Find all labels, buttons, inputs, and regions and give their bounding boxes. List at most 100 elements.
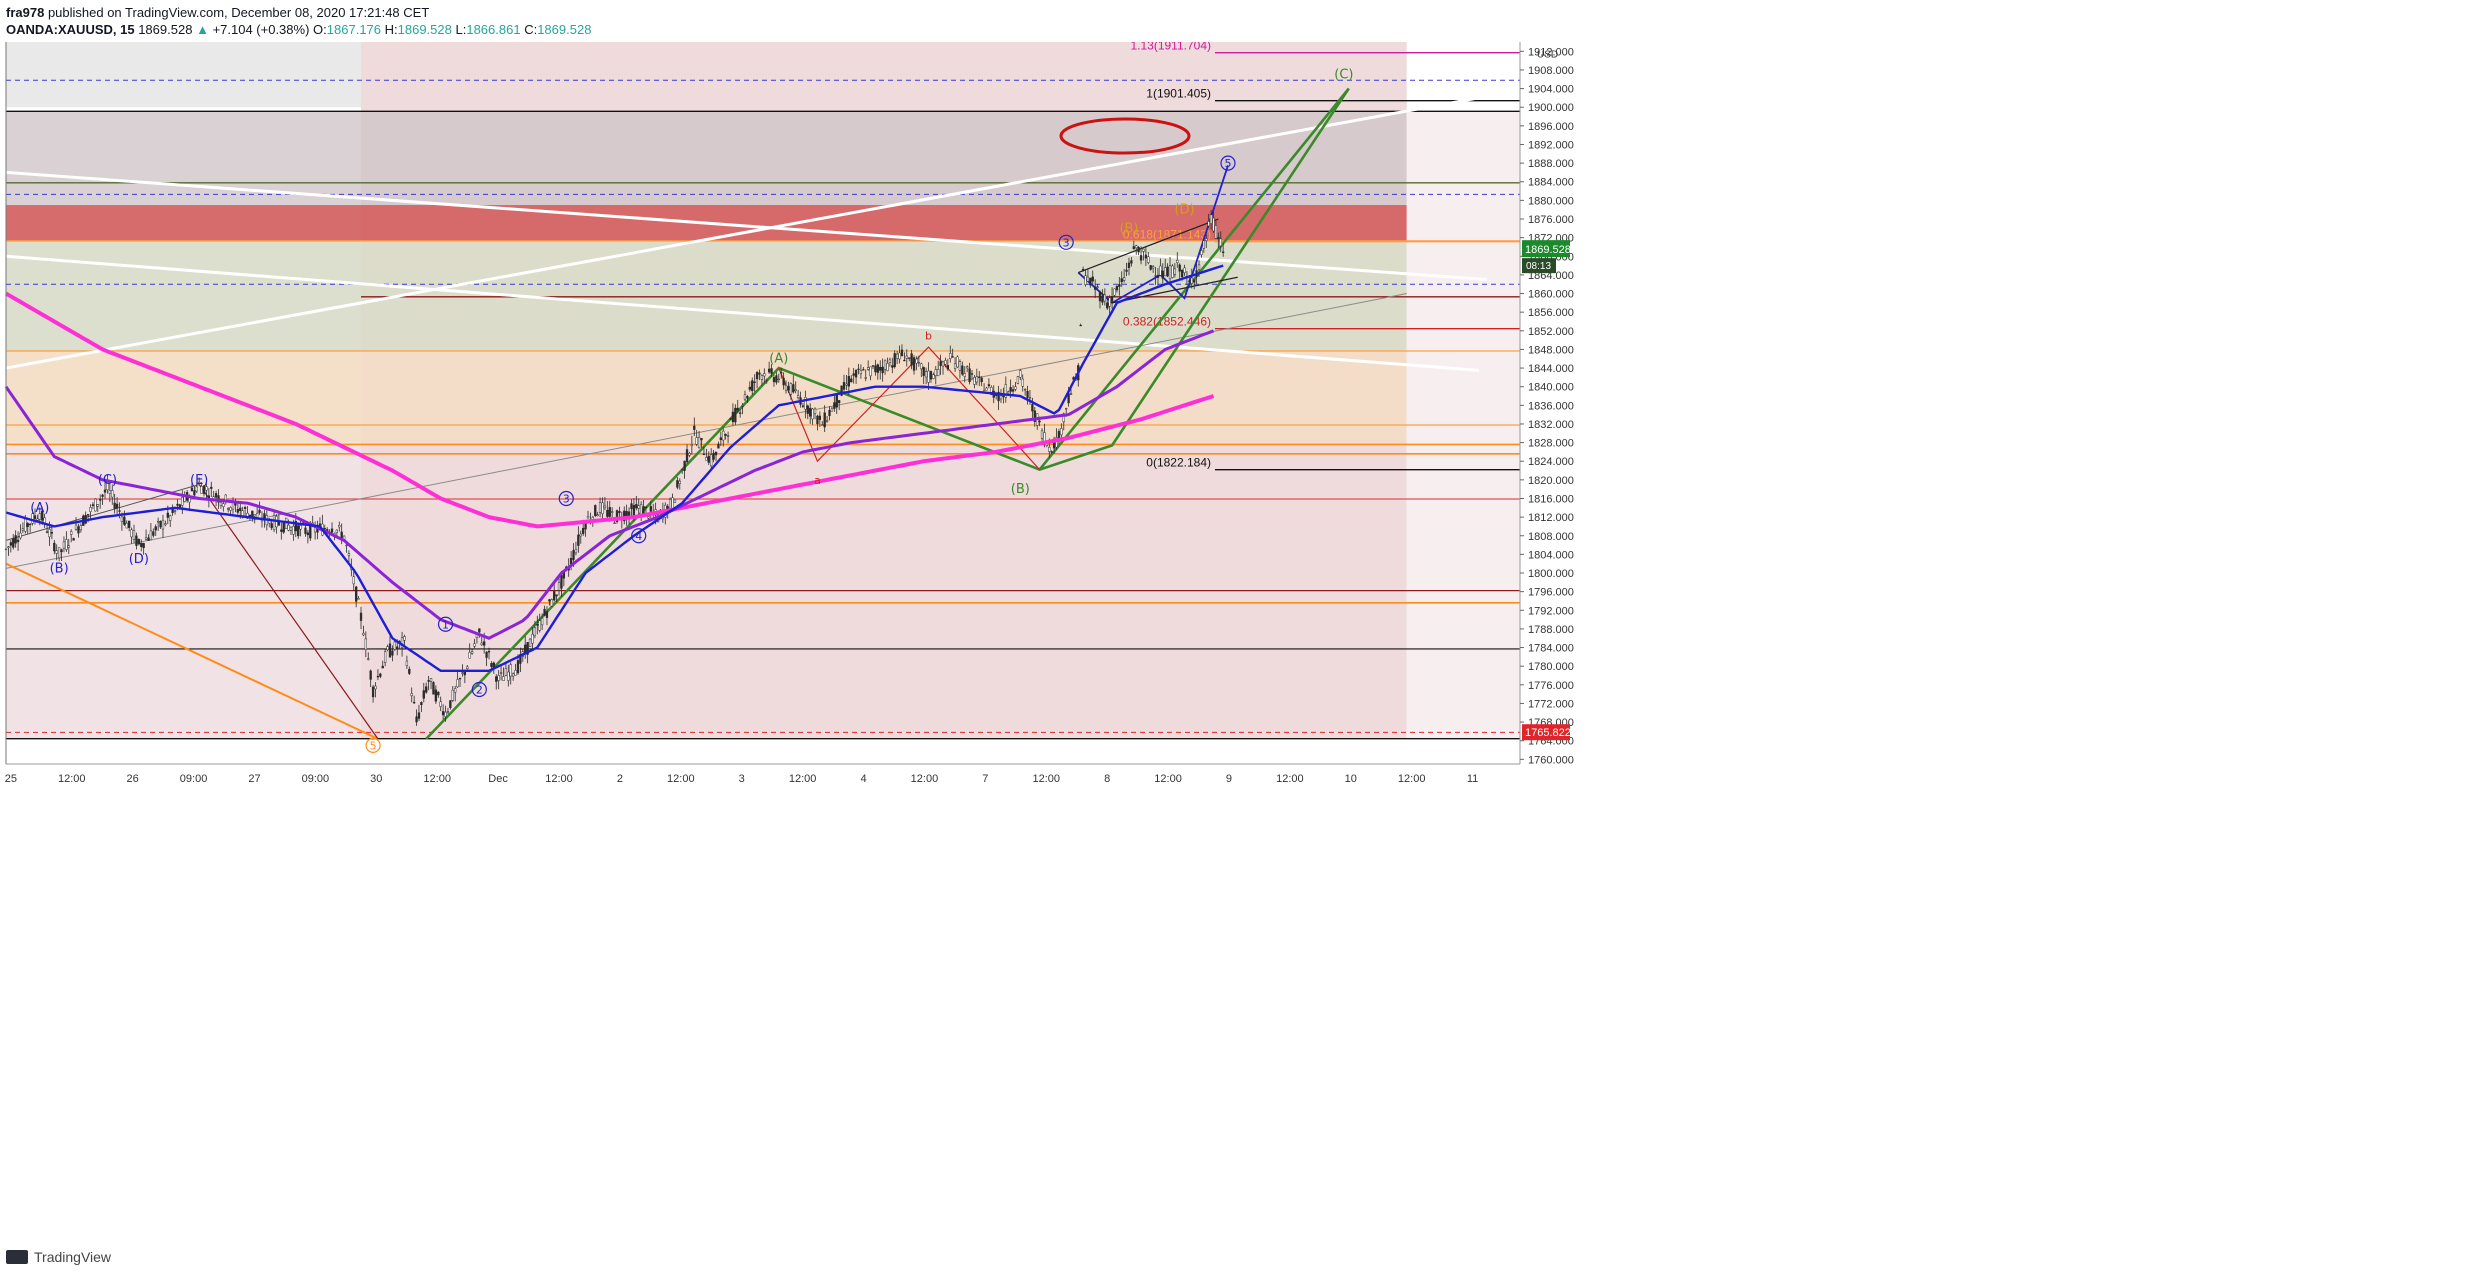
candle-body <box>910 353 913 366</box>
y-tick-label: 1892.000 <box>1528 139 1574 151</box>
candle-body <box>258 509 261 513</box>
candle-body <box>741 405 744 407</box>
candle-body <box>526 642 529 655</box>
candle-body <box>531 633 534 644</box>
candle-body <box>1135 245 1138 249</box>
candle-body <box>335 529 339 533</box>
price-chart[interactable]: 100.00%(1899.120)88.60%(1883.766)78.60%(… <box>0 42 2468 1242</box>
candle-body <box>1122 277 1126 281</box>
candle-body <box>492 662 495 668</box>
candle-body <box>789 383 793 395</box>
candle-body <box>1180 269 1184 277</box>
candle-body <box>437 691 440 696</box>
moving-averages <box>4 264 1224 672</box>
candle-body <box>1079 324 1082 327</box>
candle-body <box>367 658 370 660</box>
white-trendline-mid <box>5 170 1487 282</box>
candle-body <box>702 453 706 456</box>
candle-body <box>864 377 867 379</box>
symbol-label: OANDA:XAUUSD, 15 <box>6 22 135 37</box>
candle-body <box>859 370 863 375</box>
x-tick-label: 12:00 <box>423 773 451 785</box>
candle-body <box>596 514 599 517</box>
candle-body <box>410 693 413 697</box>
candle-body <box>417 712 421 719</box>
candle-body <box>408 668 411 674</box>
candle-body <box>647 516 650 519</box>
candle-body <box>1007 391 1010 394</box>
brand-text: TradingView <box>34 1249 112 1265</box>
candle-body <box>229 507 232 511</box>
candle-body <box>999 395 1003 400</box>
candle-body <box>891 365 894 368</box>
annotation-ellipse <box>1059 117 1191 155</box>
candle-body <box>830 408 834 412</box>
candle-body <box>1060 428 1063 436</box>
candle-body <box>272 515 276 531</box>
footer-brand[interactable]: TradingView <box>6 1249 111 1265</box>
y-tick-label: 1784.000 <box>1528 643 1574 655</box>
candle-body <box>1205 238 1208 241</box>
candle-body <box>1014 386 1017 390</box>
x-tick-label: 9 <box>1226 773 1232 785</box>
candle-body <box>1207 221 1210 227</box>
candle-body <box>297 525 300 537</box>
candle-body <box>710 454 713 467</box>
candle-body <box>1176 260 1179 263</box>
candle-body <box>198 481 201 484</box>
candle-body <box>1011 389 1015 392</box>
candle-body <box>1139 255 1143 261</box>
candle-body <box>359 612 363 621</box>
candle-body <box>722 430 725 441</box>
candle-body <box>446 711 450 713</box>
candle-body <box>985 387 988 391</box>
chart-header: fra978 published on TradingView.com, Dec… <box>0 0 2468 42</box>
candle-body <box>483 641 486 646</box>
candle-body <box>958 361 962 371</box>
candle-body <box>780 372 783 374</box>
candle-body <box>304 527 307 534</box>
y-tick-label: 1796.000 <box>1528 587 1574 599</box>
fib-extension-label: 0.382(1852.446) <box>1123 315 1211 329</box>
candle-body <box>355 586 358 602</box>
x-tick-label: 12:00 <box>911 773 939 785</box>
candle-body <box>668 499 672 509</box>
candle-body <box>874 365 877 373</box>
candle-body <box>454 688 457 693</box>
candle-body <box>1089 277 1092 286</box>
candle-body <box>905 355 908 359</box>
ema-fast-line <box>5 264 1224 672</box>
candle-body <box>688 453 691 456</box>
candle-body <box>1222 251 1225 253</box>
author-name[interactable]: fra978 <box>6 5 45 20</box>
candle-body <box>671 497 674 509</box>
candle-body <box>968 368 971 383</box>
candle-body <box>227 508 230 510</box>
candle-body <box>540 618 544 626</box>
last-price: 1869.528 <box>138 22 193 37</box>
candle-body <box>60 549 63 553</box>
candle-body <box>835 394 838 408</box>
candle-body <box>693 425 696 430</box>
candle-body <box>917 362 921 364</box>
candle-body <box>862 369 865 371</box>
candle-body <box>33 515 37 519</box>
wave-label: (B) <box>1119 221 1138 236</box>
candle-body <box>1132 246 1135 250</box>
y-tick-label: 1908.000 <box>1528 65 1574 77</box>
candle-body <box>876 364 879 373</box>
wave-label: 2 <box>476 683 483 696</box>
candle-body <box>128 520 131 528</box>
candle-body <box>818 415 822 420</box>
candle-body <box>400 637 404 648</box>
candle-body <box>1144 254 1148 259</box>
y-tick-label: 1808.000 <box>1528 531 1574 543</box>
candle-body <box>751 380 754 392</box>
y-tick-label: 1876.000 <box>1528 214 1574 226</box>
candle-body <box>142 543 145 549</box>
candle-body <box>1168 265 1172 280</box>
x-tick-label: 12:00 <box>1032 773 1060 785</box>
y-tick-label: 1828.000 <box>1528 438 1574 450</box>
candle-body <box>782 377 785 386</box>
candle-body <box>1065 408 1068 410</box>
